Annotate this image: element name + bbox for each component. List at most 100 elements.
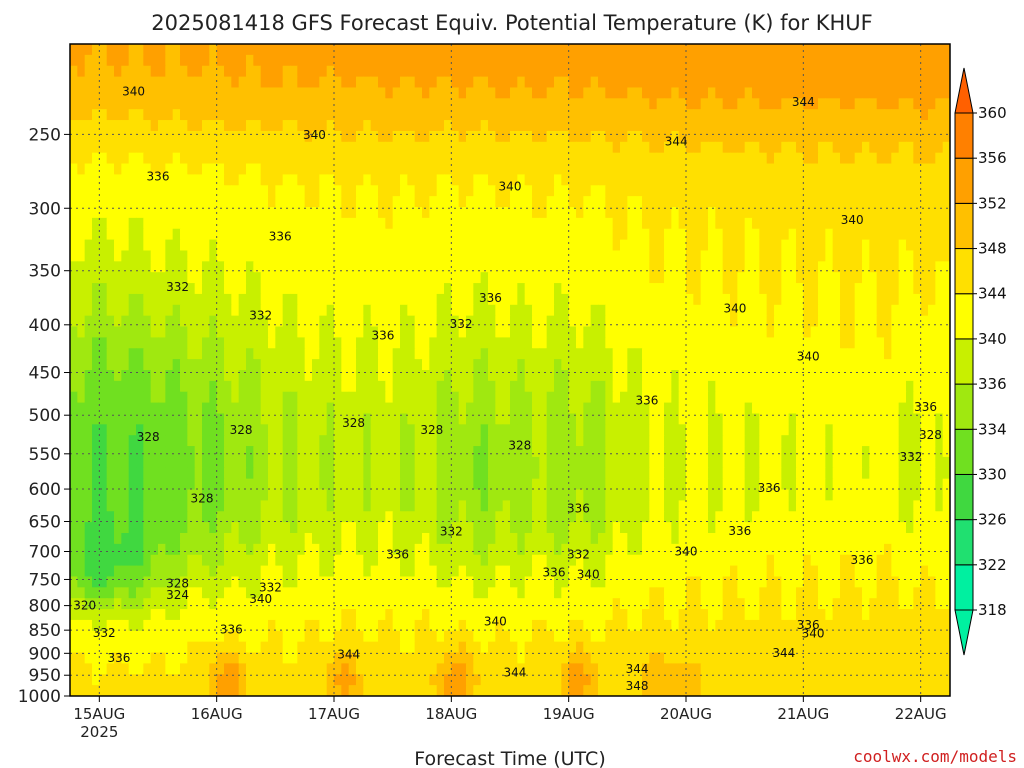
heatmap-cell xyxy=(253,250,262,262)
heatmap-cell xyxy=(231,478,240,491)
heatmap-cell xyxy=(825,239,834,252)
heatmap-cell xyxy=(312,250,320,262)
heatmap-cell xyxy=(876,250,885,262)
heatmap-cell xyxy=(458,76,467,89)
heatmap-cell xyxy=(238,174,247,186)
heatmap-cell xyxy=(752,54,760,67)
heatmap-cell xyxy=(356,228,364,241)
heatmap-cell xyxy=(598,402,606,415)
heatmap-cell xyxy=(172,44,181,56)
heatmap-cell xyxy=(312,228,320,241)
heatmap-cell xyxy=(378,152,386,165)
heatmap-cell xyxy=(891,98,900,110)
heatmap-cell xyxy=(693,261,702,273)
heatmap-cell xyxy=(715,446,724,458)
heatmap-cell xyxy=(774,402,782,415)
heatmap-cell xyxy=(92,380,100,393)
heatmap-cell xyxy=(532,424,540,436)
heatmap-cell xyxy=(722,348,731,360)
heatmap-cell xyxy=(884,98,892,110)
heatmap-cell xyxy=(106,98,115,110)
heatmap-cell xyxy=(803,109,812,121)
heatmap-cell xyxy=(678,207,687,219)
heatmap-cell xyxy=(634,261,643,273)
heatmap-cell xyxy=(334,130,342,143)
heatmap-cell xyxy=(341,141,350,154)
heatmap-cell xyxy=(290,76,298,89)
heatmap-cell xyxy=(209,446,218,458)
heatmap-cell xyxy=(884,326,892,338)
heatmap-cell xyxy=(260,370,269,382)
heatmap-cell xyxy=(158,174,166,186)
heatmap-cell xyxy=(70,435,78,447)
heatmap-cell xyxy=(275,370,284,382)
heatmap-cell xyxy=(517,152,526,165)
heatmap-cell xyxy=(898,196,907,208)
heatmap-cell xyxy=(312,413,320,425)
heatmap-cell xyxy=(810,76,819,89)
heatmap-cell xyxy=(150,87,159,99)
heatmap-cell xyxy=(920,152,929,165)
heatmap-cell xyxy=(576,348,584,360)
heatmap-cell xyxy=(143,272,152,284)
heatmap-cell xyxy=(348,44,357,56)
heatmap-cell xyxy=(121,217,130,230)
heatmap-cell xyxy=(539,304,548,317)
heatmap-cell xyxy=(92,283,100,295)
heatmap-cell xyxy=(209,239,218,252)
heatmap-cell xyxy=(561,413,570,425)
heatmap-cell xyxy=(84,65,93,78)
heatmap-cell xyxy=(304,239,313,252)
heatmap-cell xyxy=(568,141,577,154)
heatmap-cell xyxy=(495,217,504,230)
heatmap-cell xyxy=(532,380,540,393)
heatmap-cell xyxy=(752,152,760,165)
heatmap-cell xyxy=(781,65,790,78)
heatmap-cell xyxy=(737,478,746,491)
heatmap-cell xyxy=(378,435,386,447)
heatmap-cell xyxy=(561,196,570,208)
heatmap-cell xyxy=(715,250,724,262)
heatmap-cell xyxy=(363,196,372,208)
heatmap-cell xyxy=(935,293,944,306)
heatmap-cell xyxy=(898,272,907,284)
heatmap-cell xyxy=(275,44,284,56)
heatmap-cell xyxy=(774,283,782,295)
heatmap-cell xyxy=(304,98,313,110)
heatmap-cell xyxy=(803,467,812,480)
heatmap-cell xyxy=(312,217,320,230)
heatmap-cell xyxy=(766,217,775,230)
heatmap-cell xyxy=(854,109,863,121)
heatmap-cell xyxy=(319,337,328,349)
heatmap-cell xyxy=(143,467,152,480)
heatmap-cell xyxy=(840,174,848,186)
heatmap-cell xyxy=(840,207,848,219)
heatmap-cell xyxy=(730,446,738,458)
heatmap-cell xyxy=(715,152,724,165)
heatmap-cell xyxy=(862,435,870,447)
heatmap-cell xyxy=(752,98,760,110)
heatmap-cell xyxy=(341,130,350,143)
heatmap-cell xyxy=(136,489,144,501)
heatmap-cell xyxy=(722,54,731,67)
heatmap-cell xyxy=(517,228,526,241)
heatmap-cell xyxy=(165,456,174,469)
heatmap-cell xyxy=(312,272,320,284)
heatmap-cell xyxy=(99,272,108,284)
heatmap-cell xyxy=(114,326,122,338)
heatmap-cell xyxy=(370,370,379,382)
heatmap-cell xyxy=(246,272,254,284)
heatmap-cell xyxy=(737,272,746,284)
heatmap-cell xyxy=(796,315,804,328)
heatmap-cell xyxy=(106,283,115,295)
heatmap-cell xyxy=(385,163,394,175)
heatmap-cell xyxy=(539,120,548,132)
heatmap-cell xyxy=(649,402,658,415)
heatmap-cell xyxy=(590,478,599,491)
heatmap-cell xyxy=(150,446,159,458)
heatmap-cell xyxy=(407,304,416,317)
heatmap-cell xyxy=(590,359,599,371)
heatmap-cell xyxy=(488,120,496,132)
heatmap-cell xyxy=(194,250,203,262)
heatmap-cell xyxy=(172,391,181,404)
